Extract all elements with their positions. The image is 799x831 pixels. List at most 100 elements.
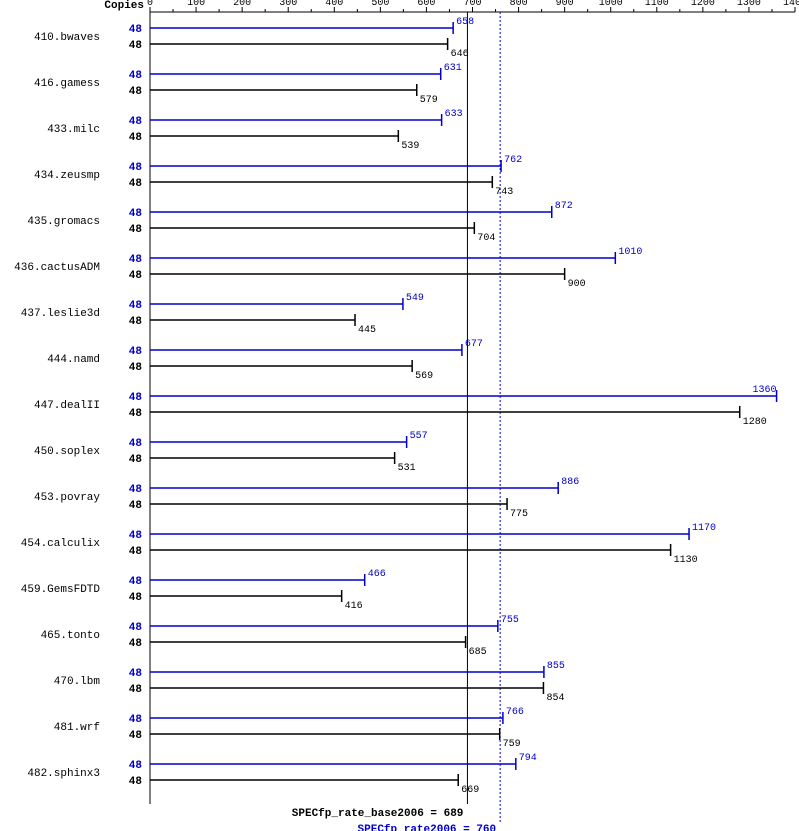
base-value: 743 (495, 187, 513, 198)
copies-peak: 48 (129, 300, 143, 312)
base-value: 759 (503, 739, 521, 750)
bench-name: 470.lbm (54, 676, 101, 688)
base-value: 416 (345, 601, 363, 612)
x-tick-label: 0 (147, 0, 153, 9)
x-tick-label: 1100 (645, 0, 669, 9)
bench-name: 454.calculix (21, 538, 101, 550)
copies-base: 48 (129, 132, 143, 144)
base-value: 854 (546, 693, 564, 704)
peak-value: 631 (444, 63, 462, 74)
peak-value: 633 (445, 109, 463, 120)
peak-value: 1360 (753, 385, 777, 396)
peak-value: 557 (410, 431, 428, 442)
x-tick-label: 800 (510, 0, 528, 9)
peak-value: 755 (501, 615, 519, 626)
spec-rate-chart: 0 100 200 300 400 500 600 700 800 900 1000 1100 1200… (0, 0, 799, 831)
base-value: 669 (461, 785, 479, 796)
peak-value: 677 (465, 339, 483, 350)
copies-peak: 48 (129, 392, 143, 404)
bench-name: 437.leslie3d (21, 308, 100, 320)
base-value: 539 (401, 141, 419, 152)
copies-base: 48 (129, 362, 143, 374)
copies-peak: 48 (129, 438, 143, 450)
x-tick-label: 700 (463, 0, 481, 9)
copies-peak: 48 (129, 484, 143, 496)
bench-name: 447.dealII (34, 400, 100, 412)
peak-value: 762 (504, 155, 522, 166)
x-tick-label: 200 (233, 0, 251, 9)
copies-peak: 48 (129, 24, 143, 36)
peak-value: 1170 (692, 523, 716, 534)
bench-name: 416.gamess (34, 78, 100, 90)
copies-peak: 48 (129, 346, 143, 358)
summary-peak: SPECfp_rate2006 = 760 (358, 824, 497, 831)
copies-base: 48 (129, 684, 143, 696)
bench-name: 459.GemsFDTD (21, 584, 101, 596)
copies-peak: 48 (129, 622, 143, 634)
copies-peak: 48 (129, 254, 143, 266)
peak-value: 466 (368, 569, 386, 580)
x-tick-label: 900 (556, 0, 574, 9)
base-value: 1280 (743, 417, 767, 428)
copies-header: Copies (104, 0, 144, 12)
peak-value: 549 (406, 293, 424, 304)
bench-name: 481.wrf (54, 722, 100, 734)
base-value: 579 (420, 95, 438, 106)
base-value: 900 (568, 279, 586, 290)
bench-name: 433.milc (47, 124, 100, 136)
x-tick-label: 400 (325, 0, 343, 9)
copies-base: 48 (129, 776, 143, 788)
peak-value: 886 (561, 477, 579, 488)
base-value: 775 (510, 509, 528, 520)
peak-value: 766 (506, 707, 524, 718)
copies-peak: 48 (129, 714, 143, 726)
bench-name: 435.gromacs (27, 216, 100, 228)
peak-value: 658 (456, 17, 474, 28)
copies-base: 48 (129, 546, 143, 558)
bench-name: 436.cactusADM (14, 262, 100, 274)
bench-name: 465.tonto (41, 630, 100, 642)
copies-peak: 48 (129, 576, 143, 588)
bench-name: 444.namd (47, 354, 100, 366)
bench-name: 453.povray (34, 492, 100, 504)
copies-peak: 48 (129, 162, 143, 174)
copies-peak: 48 (129, 760, 143, 772)
copies-base: 48 (129, 730, 143, 742)
bench-name: 450.soplex (34, 446, 100, 458)
summary-base: SPECfp_rate_base2006 = 689 (292, 808, 464, 820)
copies-base: 48 (129, 270, 143, 282)
copies-base: 48 (129, 40, 143, 52)
copies-base: 48 (129, 178, 143, 190)
base-value: 445 (358, 325, 376, 336)
peak-value: 872 (555, 201, 573, 212)
copies-base: 48 (129, 638, 143, 650)
copies-peak: 48 (129, 70, 143, 82)
copies-base: 48 (129, 454, 143, 466)
x-tick-label: 1300 (737, 0, 761, 9)
copies-base: 48 (129, 316, 143, 328)
copies-peak: 48 (129, 116, 143, 128)
x-tick-label: 1000 (599, 0, 623, 9)
base-value: 1130 (674, 555, 698, 566)
x-tick-label: 1400 (783, 0, 799, 9)
base-value: 569 (415, 371, 433, 382)
x-tick-label: 500 (371, 0, 389, 9)
copies-base: 48 (129, 592, 143, 604)
copies-peak: 48 (129, 668, 143, 680)
x-tick-label: 300 (279, 0, 297, 9)
base-value: 531 (398, 463, 416, 474)
copies-base: 48 (129, 224, 143, 236)
bench-name: 434.zeusmp (34, 170, 100, 182)
base-value: 685 (469, 647, 487, 658)
x-tick-label: 1200 (691, 0, 715, 9)
copies-peak: 48 (129, 208, 143, 220)
bench-name: 482.sphinx3 (27, 768, 100, 780)
base-value: 646 (451, 49, 469, 60)
x-tick-label: 600 (417, 0, 435, 9)
copies-base: 48 (129, 86, 143, 98)
copies-base: 48 (129, 500, 143, 512)
copies-base: 48 (129, 408, 143, 420)
copies-peak: 48 (129, 530, 143, 542)
x-tick-label: 100 (187, 0, 205, 9)
bench-name: 410.bwaves (34, 32, 100, 44)
